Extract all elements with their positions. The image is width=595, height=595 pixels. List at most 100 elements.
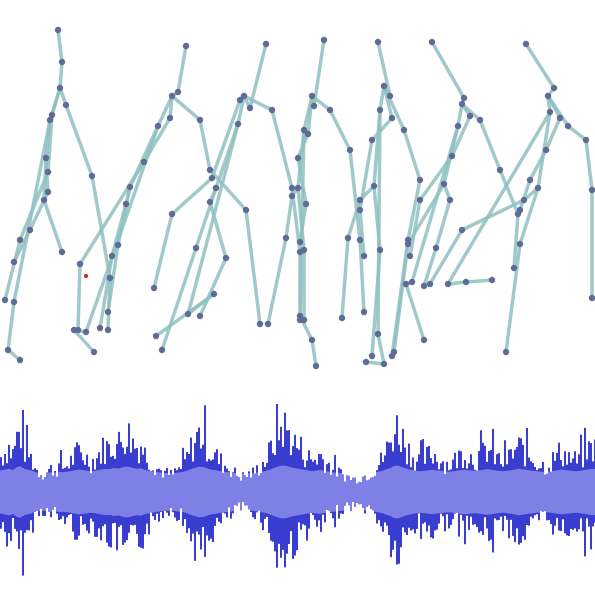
skeleton-7-joint bbox=[516, 240, 524, 248]
skeleton-1-joint bbox=[44, 168, 52, 176]
skeleton-3-bone bbox=[210, 98, 242, 180]
skeleton-7-joint bbox=[534, 184, 542, 192]
skeleton-4-joint bbox=[296, 238, 304, 246]
skeleton-2-joint bbox=[174, 88, 182, 96]
skeleton-2-joint bbox=[90, 348, 98, 356]
skeleton-2-joint bbox=[242, 206, 250, 214]
skeleton-6-bone bbox=[478, 118, 502, 172]
skeleton-6-bone bbox=[434, 198, 452, 250]
skeleton-4-bone bbox=[298, 202, 308, 244]
skeleton-joints-layer bbox=[1, 26, 595, 370]
skeleton-7-joint bbox=[526, 176, 534, 184]
skeleton-2-bone bbox=[170, 94, 202, 122]
skeleton-3-joint bbox=[212, 184, 220, 192]
skeleton-7-bone bbox=[524, 42, 556, 90]
skeleton-5-bone bbox=[358, 208, 366, 258]
skeleton-1-joint bbox=[16, 356, 24, 364]
skeleton-6-bone bbox=[410, 124, 460, 284]
skeleton-4-joint bbox=[304, 130, 312, 138]
skeleton-4-bone bbox=[310, 338, 318, 368]
skeleton-6-bone bbox=[460, 102, 482, 122]
skeleton-5-bone bbox=[376, 108, 382, 336]
skeleton-6-joint bbox=[448, 152, 456, 160]
skeleton-1-joint bbox=[16, 236, 24, 244]
skeleton-6-joint bbox=[476, 116, 484, 124]
skeleton-5-bone bbox=[376, 332, 386, 366]
skeleton-5-joint bbox=[376, 106, 384, 114]
skeleton-4-bone bbox=[310, 94, 332, 112]
skeleton-6-bone bbox=[422, 246, 438, 288]
skeleton-5-bone bbox=[402, 128, 422, 182]
skeleton-2-joint bbox=[154, 122, 162, 130]
skeleton-2-bone bbox=[208, 168, 248, 212]
skeleton-3-joint bbox=[234, 120, 242, 128]
skeleton-6-joint bbox=[496, 166, 504, 174]
skeleton-6-joint bbox=[408, 278, 416, 286]
skeleton-6-joint bbox=[420, 336, 428, 344]
skeleton-7-joint bbox=[542, 146, 550, 154]
skeleton-5-joint bbox=[400, 126, 408, 134]
skeleton-6-joint bbox=[432, 244, 440, 252]
skeleton-4-joint bbox=[296, 312, 304, 320]
skeleton-4-joint bbox=[326, 106, 334, 114]
skeleton-3-joint bbox=[184, 310, 192, 318]
skeleton-2-bone bbox=[76, 262, 82, 332]
skeleton-7-bone bbox=[446, 110, 552, 286]
skeleton-5-joint bbox=[344, 234, 352, 242]
skeleton-3-joint bbox=[222, 254, 230, 262]
skeleton-3-joint bbox=[192, 244, 200, 252]
skeleton-4-joint bbox=[308, 92, 316, 100]
skeleton-1-bone bbox=[50, 86, 62, 117]
skeleton-7-joint bbox=[488, 276, 496, 284]
skeleton-5-joint bbox=[370, 182, 378, 190]
skeleton-3-joint bbox=[268, 106, 276, 114]
skeleton-5-joint bbox=[338, 314, 346, 322]
skeleton-1-joint bbox=[54, 26, 62, 34]
skeleton-5-joint bbox=[376, 246, 384, 254]
skeleton-1-joint bbox=[26, 226, 34, 234]
skeleton-2-joint bbox=[182, 42, 190, 50]
skeleton-6-joint bbox=[404, 240, 412, 248]
skeleton-6-joint bbox=[460, 94, 468, 102]
skeleton-7-bone bbox=[428, 228, 464, 286]
skeleton-2-joint bbox=[82, 328, 90, 336]
skeleton-3-joint bbox=[246, 104, 254, 112]
skeleton-1-bone bbox=[18, 170, 50, 242]
skeleton-1-joint bbox=[58, 248, 66, 256]
skeleton-1-bone bbox=[56, 28, 64, 64]
skeleton-6-bone bbox=[418, 154, 454, 202]
skeleton-1-joint bbox=[106, 274, 114, 282]
skeleton-3-joint bbox=[288, 184, 296, 192]
skeleton-2-joint bbox=[126, 183, 134, 191]
skeleton-5-bone bbox=[382, 84, 406, 132]
skeleton-5-joint bbox=[374, 330, 382, 338]
skeleton-4-joint bbox=[300, 316, 308, 324]
skeleton-1-joint bbox=[46, 116, 54, 124]
skeleton-3-joint bbox=[150, 284, 158, 292]
skeleton-7-bone bbox=[504, 242, 522, 354]
skeleton-2-joint bbox=[168, 92, 176, 100]
skeleton-3-joint bbox=[262, 40, 270, 48]
skeleton-1-joint bbox=[48, 111, 56, 119]
waveform-bars-layer bbox=[0, 404, 595, 576]
skeleton-3-joint bbox=[168, 210, 176, 218]
skeleton-6-joint bbox=[420, 282, 428, 290]
skeleton-5-bone bbox=[340, 236, 350, 320]
skeleton-6-bone bbox=[498, 168, 520, 216]
skeleton-7-joint bbox=[564, 122, 572, 130]
skeleton-7-bone bbox=[460, 198, 526, 232]
skeleton-3-joint bbox=[206, 198, 214, 206]
skeleton-5-joint bbox=[380, 360, 388, 368]
skeleton-4-joint bbox=[356, 236, 364, 244]
skeleton-3-bone bbox=[270, 108, 294, 190]
skeleton-3-bone bbox=[170, 176, 214, 216]
skeleton-7-bone bbox=[544, 116, 562, 152]
skeleton-3-bone bbox=[160, 246, 198, 352]
skeleton-7-bone bbox=[528, 148, 548, 182]
skeleton-3-bone bbox=[152, 212, 174, 290]
skeleton-6-joint bbox=[416, 196, 424, 204]
skeleton-5-joint bbox=[374, 38, 382, 46]
skeleton-6-joint bbox=[454, 122, 462, 130]
skeleton-6-joint bbox=[428, 38, 436, 46]
